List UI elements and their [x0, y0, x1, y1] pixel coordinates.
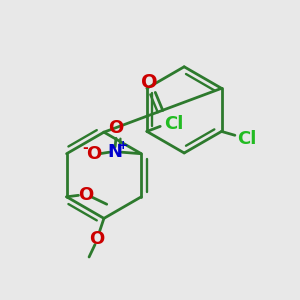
Text: O: O: [89, 230, 104, 248]
Text: Cl: Cl: [237, 130, 256, 148]
Text: O: O: [141, 73, 158, 92]
Text: Cl: Cl: [164, 115, 183, 133]
Text: O: O: [108, 119, 124, 137]
Text: O: O: [78, 186, 94, 204]
Text: O: O: [86, 145, 101, 163]
Text: N: N: [107, 143, 122, 161]
Text: -: -: [82, 141, 88, 155]
Text: +: +: [118, 139, 128, 152]
